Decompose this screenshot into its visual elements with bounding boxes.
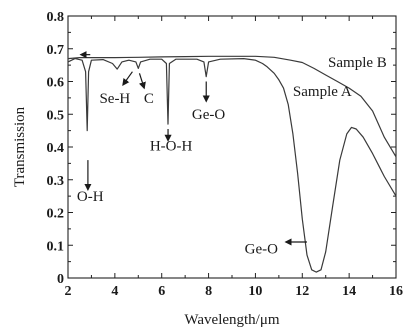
y-axis-ticks: 0 0.1 0.2 0.3 0.4 0.5 0.6 0.7 0.8: [47, 10, 396, 287]
y-tick-label: 0.8: [47, 10, 65, 25]
annotation-label-c: C: [144, 91, 154, 107]
y-tick-label: 0.6: [47, 76, 65, 91]
x-tick-label: 12: [295, 284, 309, 299]
annotation-arrow-seh: [122, 71, 133, 86]
curve-sample-a: [67, 58, 397, 273]
y-axis-title: Transmission: [12, 106, 28, 187]
peak-annotations: O-H Se-H C H-O-H Ge-O Ge-O: [77, 51, 307, 257]
y-tick-label: 0: [57, 272, 64, 287]
x-axis-ticks: 2 4 6 8 10 12 14 16: [65, 16, 403, 299]
y-tick-label: 0.7: [47, 43, 65, 58]
annotation-arrow-c: [138, 73, 146, 90]
y-tick-label: 0.4: [47, 141, 65, 156]
x-tick-label: 6: [158, 284, 165, 299]
x-axis-title: Wavelength/μm: [184, 312, 279, 328]
annotation-label-geo1: Ge-O: [192, 107, 225, 123]
annotation-label-hoh: H-O-H: [150, 138, 193, 154]
series-curves: [67, 55, 397, 273]
x-tick-label: 14: [342, 284, 356, 299]
series-label-sample-b: Sample B: [328, 55, 387, 71]
curve-sample-b: [67, 55, 397, 158]
y-tick-label: 0.1: [47, 239, 65, 254]
x-tick-label: 2: [65, 284, 72, 299]
x-tick-label: 8: [205, 284, 212, 299]
y-tick-label: 0.3: [47, 174, 65, 189]
y-tick-label: 0.2: [47, 207, 65, 222]
annotation-label-geo2: Ge-O: [245, 241, 278, 257]
annotation-label-oh: O-H: [77, 189, 104, 205]
x-tick-label: 16: [389, 284, 403, 299]
series-labels: Sample A Sample B: [293, 55, 387, 100]
series-label-sample-a: Sample A: [293, 84, 352, 100]
annotation-label-seh: Se-H: [99, 91, 130, 107]
x-tick-label: 4: [111, 284, 118, 299]
x-tick-label: 10: [248, 284, 262, 299]
y-tick-label: 0.5: [47, 108, 65, 123]
